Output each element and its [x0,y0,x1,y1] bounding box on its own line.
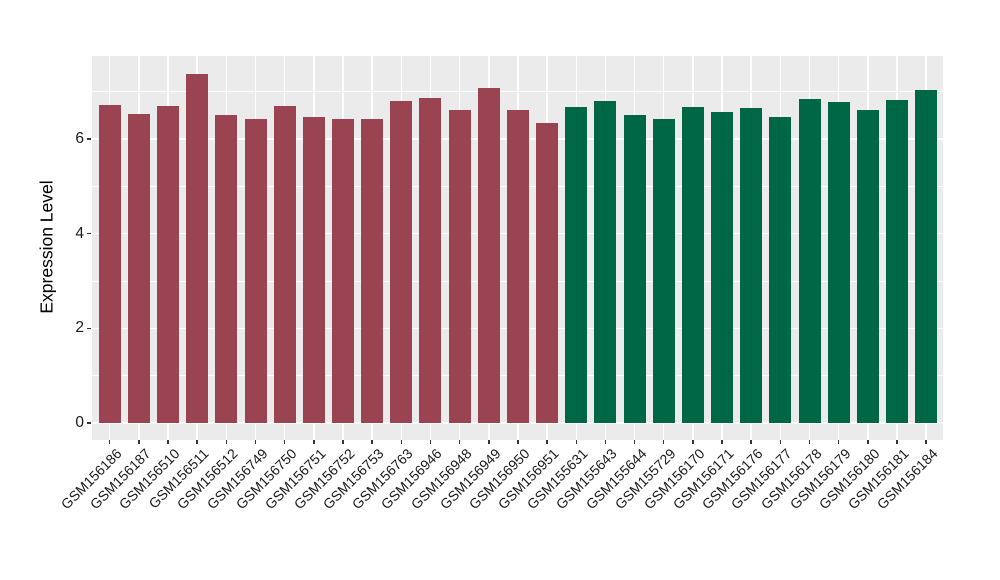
bar [769,117,792,423]
x-tick-mark [604,440,607,444]
bar [244,118,267,423]
y-tick-mark [87,327,91,330]
x-tick-mark [108,440,111,444]
x-tick-mark [488,440,490,444]
bar [98,104,121,423]
bar [594,100,617,423]
x-tick-mark [254,440,257,444]
bar [886,100,909,423]
x-tick-mark [779,440,782,444]
bar [390,101,413,423]
x-tick-mark [721,440,723,444]
x-tick-mark [371,440,373,444]
bar [477,88,500,423]
x-tick-mark [867,440,869,444]
bar [798,98,821,423]
bar [623,114,646,423]
x-tick-mark [837,440,840,444]
bar [157,105,180,423]
plot-panel [92,56,943,440]
bar [565,107,588,423]
bar [186,74,209,423]
x-tick-mark [925,440,927,444]
y-tick-mark [87,422,91,424]
y-tick-label: 0 [75,414,84,431]
bar [448,109,471,423]
x-tick-mark [896,440,898,444]
bar [740,107,763,423]
bar [856,110,879,423]
x-tick-mark [517,440,519,444]
x-tick-mark [662,440,665,444]
y-tick-mark [87,232,91,235]
y-tick-label: 4 [75,224,84,242]
x-tick-mark [633,440,636,444]
x-tick-mark [546,440,548,444]
bar [419,97,442,423]
x-tick-mark [429,440,432,444]
y-tick-label: 6 [75,130,84,148]
bar [215,114,238,423]
x-tick-mark [225,440,228,444]
x-tick-mark [750,440,752,444]
x-tick-mark [313,440,315,444]
x-tick-mark [196,440,198,444]
x-tick-mark [167,440,169,444]
bar [506,109,529,423]
y-gridline-minor [92,91,943,93]
x-tick-mark [575,440,577,444]
x-tick-mark [283,440,286,444]
x-tick-mark [692,440,694,444]
bar [681,107,704,423]
bar [331,119,354,423]
bar [652,118,675,423]
bar [361,118,384,423]
y-gridline-major [92,422,943,424]
y-axis-title: Expression Level [36,180,57,314]
bar [127,113,150,423]
x-tick-mark [138,440,140,444]
bar [827,102,850,423]
y-tick-label: 2 [75,319,84,337]
bar [302,117,325,423]
x-tick-mark [808,440,811,444]
bar-layer [92,56,943,440]
x-tick-mark [400,440,403,444]
bar [536,122,559,423]
x-tick-mark [342,440,344,444]
x-tick-mark [458,440,461,444]
bar [915,89,938,423]
bar [273,106,296,423]
y-tick-mark [87,138,91,140]
bar [711,111,734,423]
